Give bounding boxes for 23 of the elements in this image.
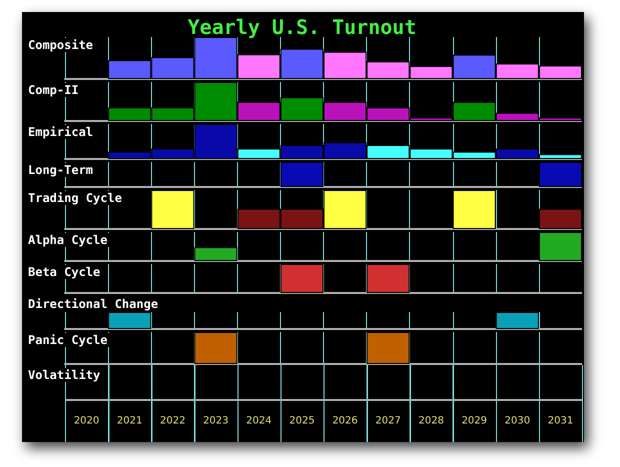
x-tick-label: 2021	[116, 416, 142, 426]
chart-title: Yearly U.S. Turnout	[188, 15, 416, 39]
x-tick-label: 2025	[289, 416, 315, 426]
y-axis-title: Panic Cycle	[28, 333, 108, 347]
x-tick-label: 2026	[332, 416, 358, 426]
x-tick-label: 2020	[74, 416, 100, 426]
x-tick-label: 2031	[548, 416, 574, 426]
y-axis-title: Empirical	[28, 125, 94, 139]
x-tick-label: 2029	[462, 416, 488, 426]
y-axis-title: Alpha Cycle	[28, 233, 108, 247]
x-tick-label: 2028	[418, 416, 444, 426]
x-tick-label: 2023	[203, 416, 229, 426]
y-axis-title: Directional Change	[28, 297, 158, 311]
y-axis-title: Comp-II	[28, 83, 79, 97]
x-tick-label: 2030	[504, 416, 530, 426]
y-axis-title: Beta Cycle	[28, 265, 100, 279]
x-tick-label: 2022	[160, 416, 186, 426]
x-tick-label: 2024	[246, 416, 272, 426]
y-axis-title: Composite	[28, 38, 94, 52]
text: Volatility	[28, 368, 100, 382]
y-axis-title: Trading Cycle	[28, 191, 122, 205]
y-axis-title: Long-Term	[28, 163, 94, 177]
x-tick-label: 2027	[375, 416, 401, 426]
